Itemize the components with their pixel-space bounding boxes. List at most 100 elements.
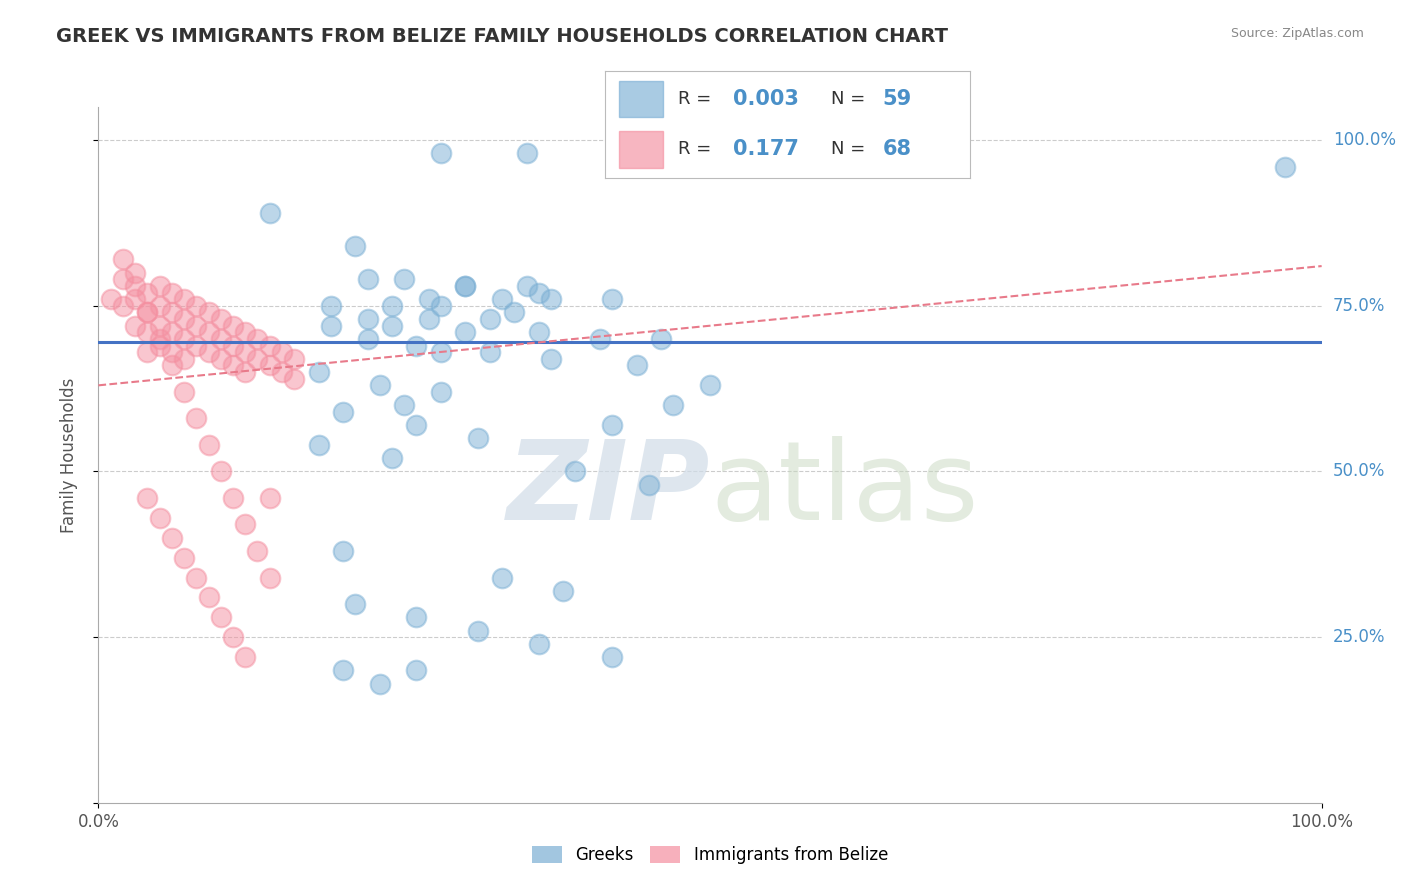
- Point: [259, 206, 281, 220]
- Text: N =: N =: [831, 90, 872, 108]
- Point: [515, 279, 537, 293]
- Point: [454, 326, 477, 340]
- Point: [209, 610, 232, 624]
- Text: GREEK VS IMMIGRANTS FROM BELIZE FAMILY HOUSEHOLDS CORRELATION CHART: GREEK VS IMMIGRANTS FROM BELIZE FAMILY H…: [56, 27, 948, 45]
- Point: [222, 338, 245, 352]
- Text: ZIP: ZIP: [506, 436, 710, 543]
- Point: [319, 299, 342, 313]
- Point: [246, 544, 269, 558]
- Point: [356, 272, 378, 286]
- Point: [160, 531, 183, 545]
- Point: [332, 544, 354, 558]
- Point: [418, 312, 440, 326]
- Point: [124, 292, 146, 306]
- Point: [173, 312, 195, 326]
- Point: [600, 292, 623, 306]
- Point: [186, 318, 208, 333]
- Point: [381, 318, 404, 333]
- Point: [197, 591, 219, 605]
- Point: [589, 332, 612, 346]
- Point: [233, 365, 256, 379]
- Point: [270, 365, 294, 379]
- Point: [197, 345, 219, 359]
- Point: [1274, 160, 1296, 174]
- Point: [454, 279, 477, 293]
- Point: [233, 517, 256, 532]
- Point: [197, 438, 219, 452]
- Point: [124, 266, 146, 280]
- Point: [209, 332, 232, 346]
- Point: [246, 351, 269, 366]
- Point: [405, 663, 427, 677]
- Point: [160, 285, 183, 300]
- Point: [246, 332, 269, 346]
- Point: [368, 378, 391, 392]
- Point: [136, 491, 159, 505]
- Point: [173, 550, 195, 565]
- Text: 0.003: 0.003: [733, 89, 799, 109]
- Point: [319, 318, 342, 333]
- Point: [259, 338, 281, 352]
- Point: [308, 438, 330, 452]
- Text: 59: 59: [883, 89, 911, 109]
- Point: [111, 252, 134, 267]
- Point: [149, 299, 172, 313]
- Point: [124, 279, 146, 293]
- Point: [699, 378, 721, 392]
- Bar: [619, 131, 664, 168]
- Text: 25.0%: 25.0%: [1333, 628, 1385, 646]
- Point: [553, 583, 575, 598]
- Point: [222, 491, 245, 505]
- Point: [637, 477, 661, 491]
- Point: [454, 279, 477, 293]
- Point: [600, 650, 623, 665]
- Point: [186, 570, 208, 584]
- Text: 100.0%: 100.0%: [1333, 131, 1396, 149]
- Point: [527, 285, 550, 300]
- Point: [430, 299, 453, 313]
- Point: [270, 345, 294, 359]
- Point: [430, 384, 453, 399]
- Point: [405, 610, 427, 624]
- Point: [381, 299, 404, 313]
- Point: [515, 146, 537, 161]
- Point: [160, 359, 183, 373]
- Text: 68: 68: [883, 139, 911, 160]
- Point: [149, 338, 172, 352]
- Point: [283, 372, 305, 386]
- Point: [173, 332, 195, 346]
- Point: [222, 318, 245, 333]
- Text: 50.0%: 50.0%: [1333, 462, 1385, 481]
- Point: [233, 326, 256, 340]
- Point: [283, 351, 305, 366]
- Bar: [619, 81, 664, 118]
- Point: [478, 345, 501, 359]
- Point: [392, 272, 416, 286]
- Point: [149, 511, 172, 525]
- Point: [136, 285, 159, 300]
- Point: [662, 398, 685, 412]
- Point: [491, 570, 513, 584]
- Point: [344, 239, 367, 253]
- Point: [356, 312, 378, 326]
- Point: [186, 299, 208, 313]
- Point: [344, 597, 367, 611]
- Text: 75.0%: 75.0%: [1333, 297, 1385, 315]
- Text: N =: N =: [831, 141, 872, 159]
- Point: [186, 338, 208, 352]
- Point: [100, 292, 122, 306]
- Point: [149, 332, 172, 346]
- Point: [233, 345, 256, 359]
- Point: [124, 318, 146, 333]
- Point: [209, 312, 232, 326]
- Point: [503, 305, 526, 319]
- Text: R =: R =: [678, 141, 717, 159]
- Point: [540, 351, 562, 366]
- Point: [527, 637, 550, 651]
- Point: [136, 305, 159, 319]
- Point: [222, 359, 245, 373]
- Point: [478, 312, 501, 326]
- Point: [405, 338, 427, 352]
- Point: [332, 405, 354, 419]
- Point: [173, 384, 195, 399]
